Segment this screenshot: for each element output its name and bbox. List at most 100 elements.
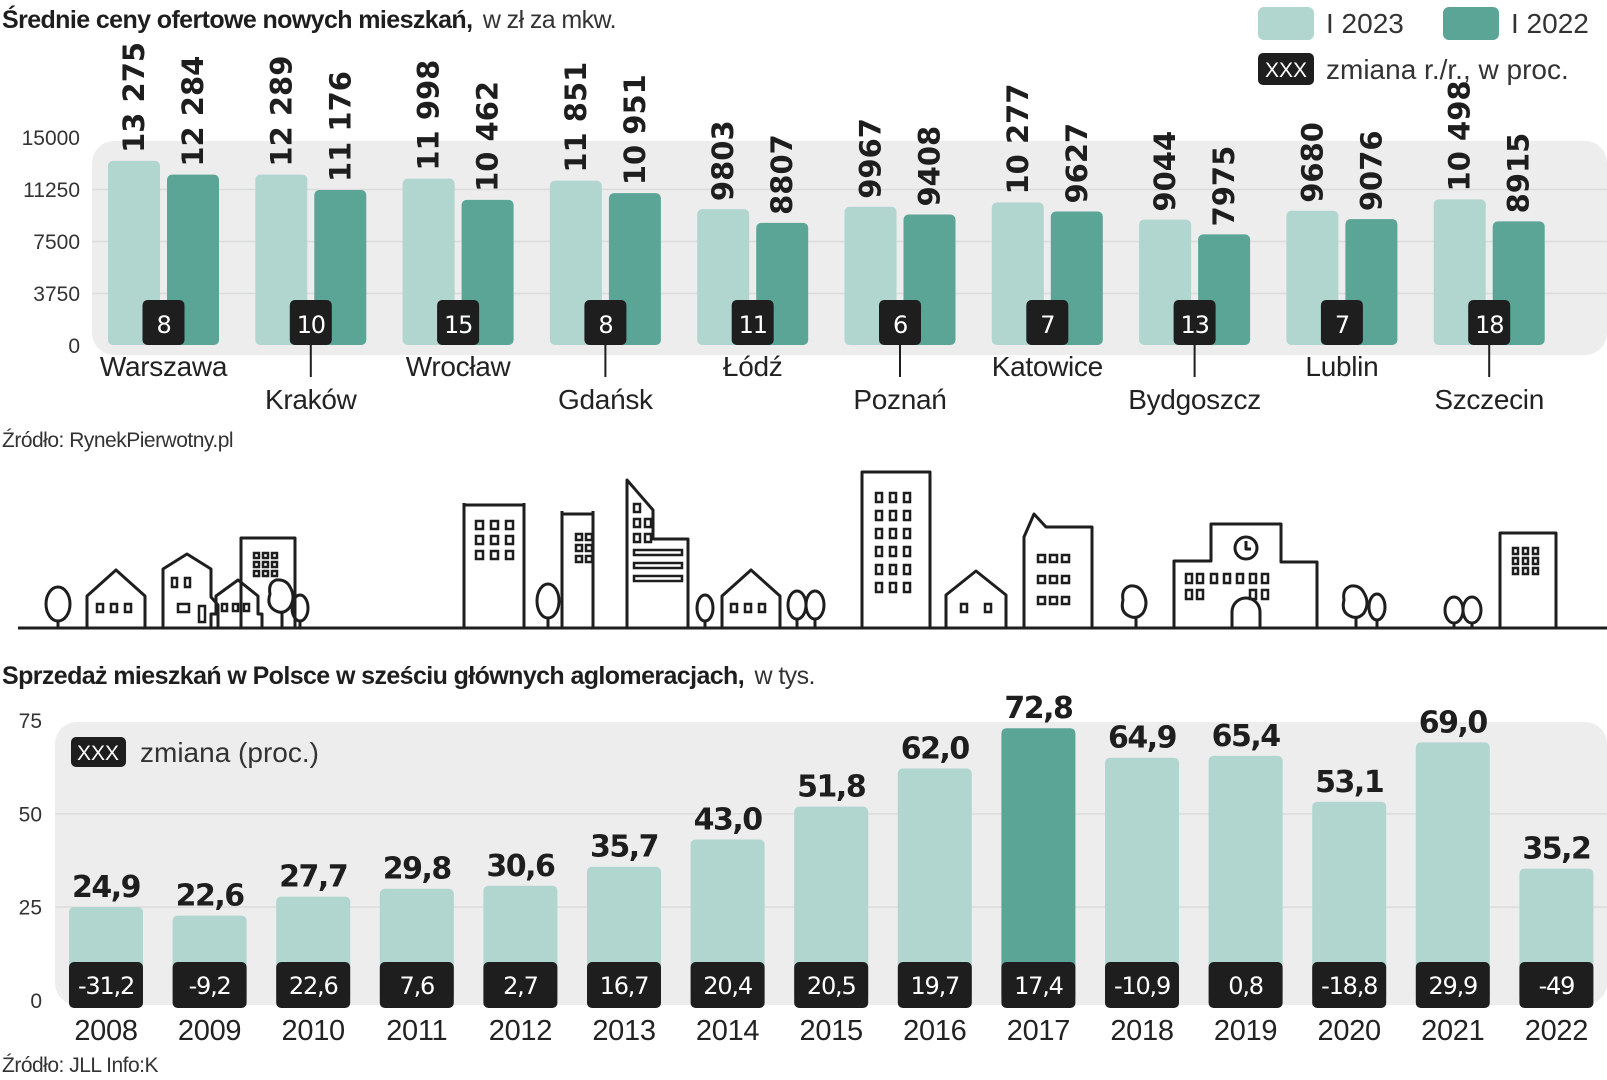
- change-badge: [587, 962, 661, 1008]
- office-tower-icon: [462, 503, 526, 628]
- window: [902, 509, 912, 522]
- window: [888, 581, 898, 594]
- value-label: 11 851: [559, 62, 593, 173]
- price-chart-x-axis: Warszawa Kraków Wrocław Gdańsk Łódź Poznań Kat…: [100, 345, 1544, 415]
- change-badge-text: -31,2: [78, 972, 134, 1000]
- change-badge-text: 19,7: [910, 972, 959, 1000]
- change-badge: [172, 962, 247, 1008]
- change-badge: [879, 300, 921, 345]
- window: [270, 560, 279, 569]
- change-badge: [1026, 300, 1069, 345]
- price-chart-title-unit: w zł za mkw.: [482, 6, 616, 34]
- window: [574, 543, 584, 553]
- legend-change-badge-text: XXX: [1265, 59, 1307, 82]
- change-badge-text: 7: [1040, 311, 1054, 339]
- y-tick-label: 11250: [23, 179, 80, 202]
- value-label: 51,8: [797, 770, 866, 805]
- value-label: 10 498: [1443, 80, 1477, 191]
- bar: [1208, 755, 1283, 1000]
- change-badge-text: -10,9: [1114, 972, 1170, 1000]
- window: [1222, 572, 1232, 585]
- y-tick-label: 3750: [33, 283, 80, 306]
- window: [888, 509, 898, 522]
- value-label: 69,0: [1419, 705, 1488, 740]
- value-label: 30,6: [486, 849, 555, 884]
- change-badge: [897, 962, 972, 1008]
- trees-icon: [1341, 584, 1387, 628]
- apartment-block-icon: [1498, 531, 1558, 630]
- window: [1036, 553, 1047, 564]
- window: [1036, 595, 1047, 606]
- window: [1260, 588, 1270, 601]
- legend-change-label: zmiana (proc.): [140, 737, 319, 768]
- window: [474, 534, 485, 546]
- change-badge-text: 11: [739, 311, 767, 339]
- window: [1036, 574, 1047, 585]
- window: [504, 534, 515, 546]
- bar: [1312, 801, 1387, 1000]
- window: [1195, 588, 1205, 601]
- year-label: 2022: [1525, 1015, 1588, 1047]
- change-badge-text: 29,9: [1428, 972, 1477, 1000]
- price-chart-title: Średnie ceny ofertowe nowych mieszkań, w…: [2, 4, 616, 34]
- value-label: 10 277: [1001, 83, 1035, 194]
- category-label: Łódź: [723, 351, 783, 382]
- y-tick-label: 25: [19, 897, 42, 920]
- angled-skyscraper-icon: [625, 478, 690, 628]
- sales-chart-title-unit: w tys.: [754, 662, 815, 690]
- window: [252, 560, 261, 569]
- year-label: 2019: [1214, 1015, 1277, 1047]
- window: [888, 563, 898, 576]
- change-badge: [1320, 300, 1363, 345]
- window: [1048, 574, 1059, 585]
- legend-swatch-2023: [1258, 7, 1314, 40]
- window: [261, 569, 270, 578]
- bar: [897, 768, 972, 1000]
- value-label: 9076: [1354, 130, 1388, 211]
- value-label: 12 289: [264, 56, 298, 167]
- window: [252, 569, 261, 578]
- change-badge-text: 10: [297, 311, 325, 339]
- value-label: 7975: [1207, 146, 1241, 227]
- y-tick-label: 75: [19, 710, 42, 733]
- sales-chart-y-axis: 0 25 50 75: [19, 710, 42, 1013]
- change-badge-text: 17,4: [1014, 972, 1063, 1000]
- y-tick-label: 0: [68, 335, 80, 358]
- price-chart-legend: I 2023 I 2022 XXX zmiana r./r., w proc.: [1258, 7, 1589, 85]
- window: [1531, 556, 1540, 566]
- trees-icon: [1443, 595, 1483, 628]
- change-badge-text: 0,8: [1228, 972, 1263, 1000]
- category-label: Warszawa: [100, 351, 228, 382]
- price-chart-value-labels: 13 275 12 284 12 289 11 176 11 998 10 462 11 8…: [117, 42, 1536, 226]
- category-label: Lublin: [1305, 351, 1378, 382]
- window: [1060, 553, 1071, 564]
- legend-change-label: zmiana r./r., w proc.: [1326, 54, 1569, 85]
- year-label: 2020: [1318, 1015, 1381, 1047]
- year-label: 2018: [1110, 1015, 1173, 1047]
- bar: [1105, 757, 1179, 1000]
- window: [1521, 546, 1530, 556]
- sales-chart-change-badges: -31,2 -9,2 22,6 7,6 2,7 16,7 20,4 20,5 19,7 17,4 -…: [69, 962, 1594, 1008]
- change-badge: [1415, 962, 1490, 1008]
- window: [584, 543, 594, 553]
- window: [489, 534, 500, 546]
- change-badge: [142, 300, 185, 345]
- change-badge-text: 7: [1335, 311, 1349, 339]
- value-label: 27,7: [279, 860, 347, 895]
- window: [888, 527, 898, 540]
- change-badge-text: 15: [444, 311, 472, 339]
- tower-icon: [560, 511, 595, 628]
- value-label: 8807: [765, 134, 799, 215]
- change-badge-text: -49: [1539, 972, 1575, 1000]
- sales-chart: Sprzedaż mieszkań w Polsce w sześciu głó…: [2, 662, 1607, 1077]
- value-label: 35,7: [590, 830, 658, 865]
- change-badge: [1519, 962, 1594, 1008]
- price-chart-title-main: Średnie ceny ofertowe nowych mieszkań,: [2, 4, 472, 34]
- window: [1531, 546, 1540, 556]
- bungalow-icon: [209, 578, 264, 628]
- year-label: 2011: [386, 1015, 447, 1047]
- window: [584, 554, 594, 564]
- year-label: 2014: [696, 1015, 759, 1047]
- window: [1060, 574, 1071, 585]
- window: [1209, 572, 1219, 585]
